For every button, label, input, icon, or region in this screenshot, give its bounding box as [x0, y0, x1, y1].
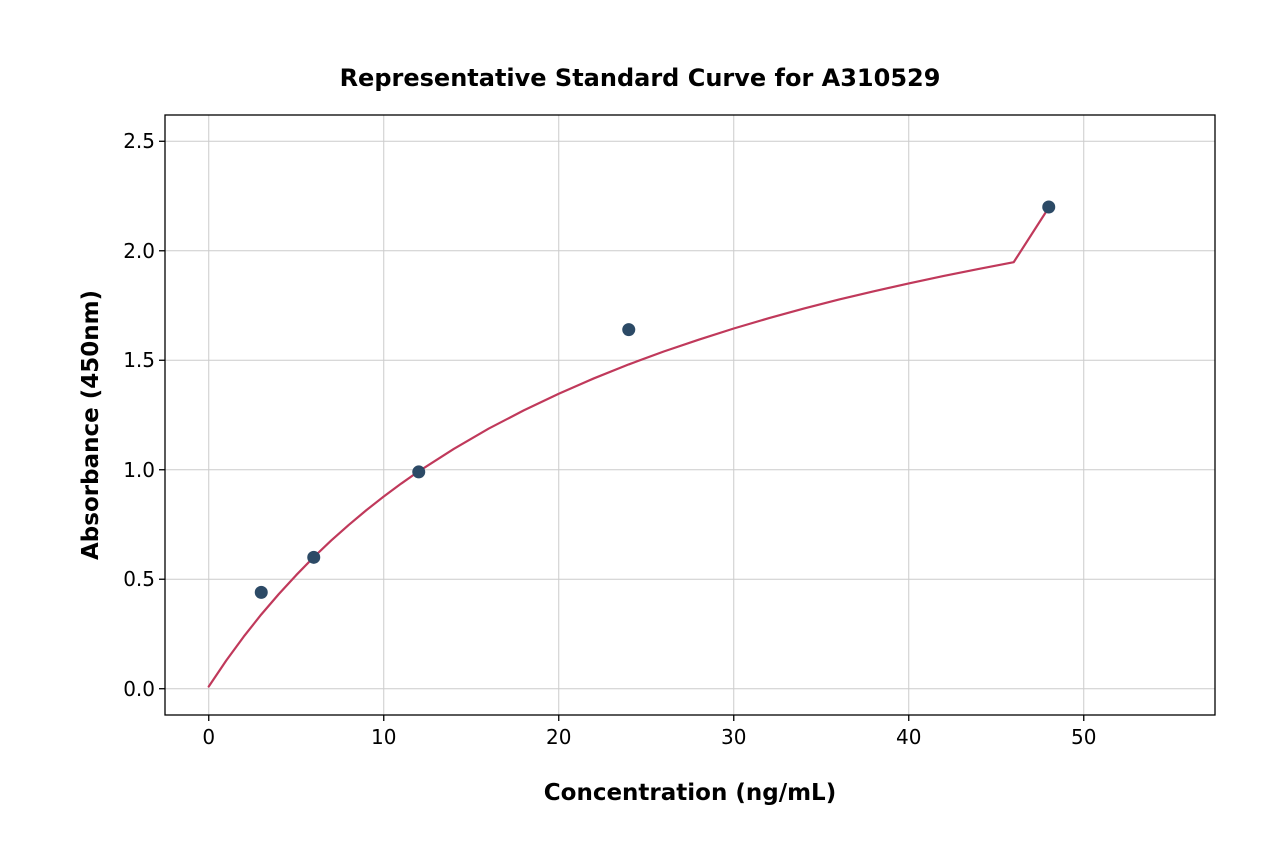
x-axis-label: Concentration (ng/mL)	[50, 780, 1280, 806]
x-tick-label: 20	[546, 725, 571, 749]
x-tick-label: 0	[202, 725, 215, 749]
figure: Representative Standard Curve for A31052…	[0, 0, 1280, 845]
y-tick-label: 0.0	[95, 677, 155, 701]
y-tick-label: 2.5	[95, 129, 155, 153]
y-tick-label: 1.5	[95, 348, 155, 372]
y-tick-label: 2.0	[95, 239, 155, 263]
x-tick-label: 10	[371, 725, 396, 749]
chart-plot	[125, 75, 1255, 755]
y-tick-label: 0.5	[95, 567, 155, 591]
x-tick-label: 50	[1071, 725, 1096, 749]
y-tick-label: 1.0	[95, 458, 155, 482]
x-tick-label: 30	[721, 725, 746, 749]
x-tick-label: 40	[896, 725, 921, 749]
y-axis-label: Absorbance (450nm)	[78, 290, 104, 560]
